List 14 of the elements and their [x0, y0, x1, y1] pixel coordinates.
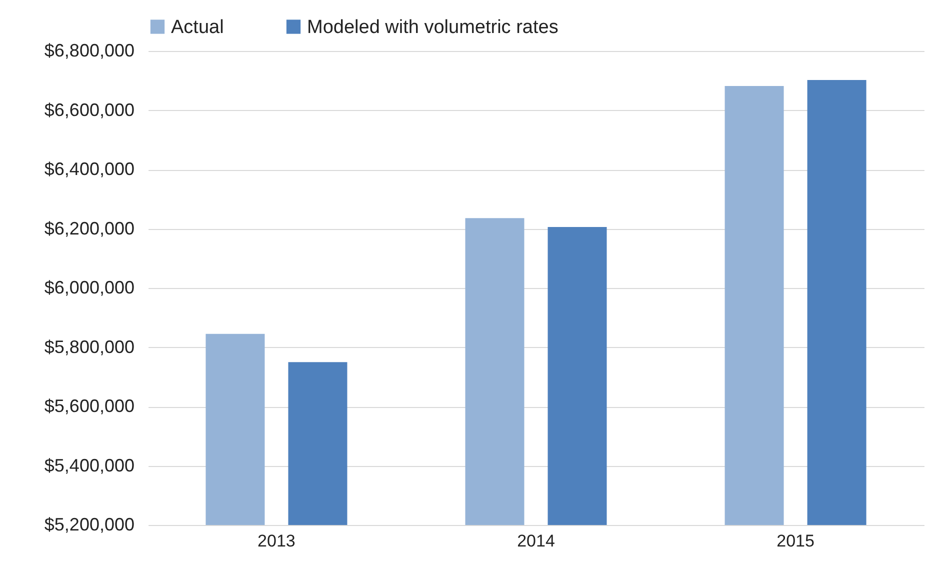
y-tick-label: $6,400,000 — [44, 159, 134, 179]
legend-label: Modeled with volumetric rates — [307, 16, 558, 38]
x-tick-label: 2013 — [258, 532, 296, 550]
y-tick-label: $5,400,000 — [44, 455, 134, 476]
y-tick-label: $5,800,000 — [44, 336, 134, 357]
y-tick-label: $6,800,000 — [44, 40, 134, 60]
x-tick-label: 2015 — [776, 532, 814, 550]
y-tick-label: $6,600,000 — [44, 100, 134, 120]
y-tick-label: $6,200,000 — [44, 218, 134, 238]
y-tick-label: $5,600,000 — [44, 396, 134, 416]
legend-label: Actual — [171, 16, 224, 38]
x-tick-label: 2014 — [517, 532, 555, 550]
y-tick-label: $6,000,000 — [44, 278, 134, 298]
y-tick-label: $5,200,000 — [44, 514, 134, 534]
